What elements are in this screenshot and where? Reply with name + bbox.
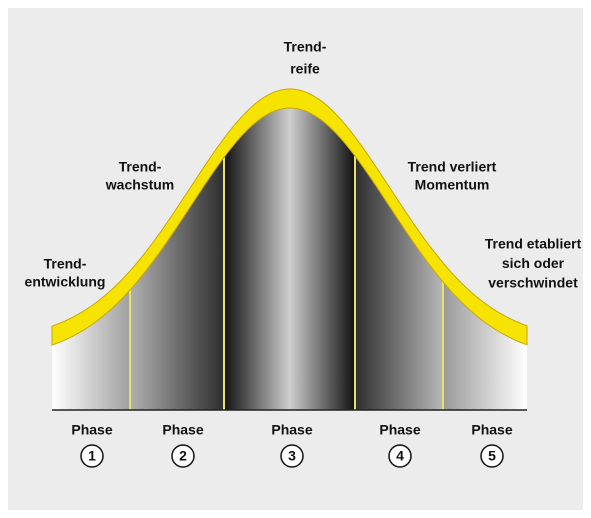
phase-number: 5 [488,448,496,464]
phase-number: 3 [288,448,296,464]
phase-area [443,281,527,410]
phase-area [130,157,224,410]
phase-number: 4 [396,448,404,464]
phase-area [355,155,443,410]
phase-description: verschwindet [488,275,578,291]
phase-number: 1 [88,448,96,464]
phase-name: Phase [271,422,312,438]
trend-band [51,88,528,346]
phase-description: entwicklung [25,274,106,290]
phase-description: Trend- [44,256,87,272]
phase-name: Phase [379,422,420,438]
phase-number: 2 [179,448,187,464]
phase-name: Phase [162,422,203,438]
phase-circle [480,444,504,468]
curve [51,88,528,410]
phase-circle [388,444,412,468]
phase-description: Trend etabliert [485,236,582,252]
phase-name: Phase [471,422,512,438]
phase-description: Trend verliert [408,159,497,175]
phase-description: Trend- [284,39,327,55]
phase-description: Momentum [415,177,490,193]
phase-circle [80,444,104,468]
phase-circle [280,444,304,468]
phase-area [52,289,130,410]
phase-description: reife [290,61,320,77]
phase-area [224,108,355,410]
phase-description: wachstum [105,177,174,193]
phase-description: Trend- [119,159,162,175]
phase-circle [171,444,195,468]
phase-description: sich oder [502,255,565,271]
phase-name: Phase [71,422,112,438]
